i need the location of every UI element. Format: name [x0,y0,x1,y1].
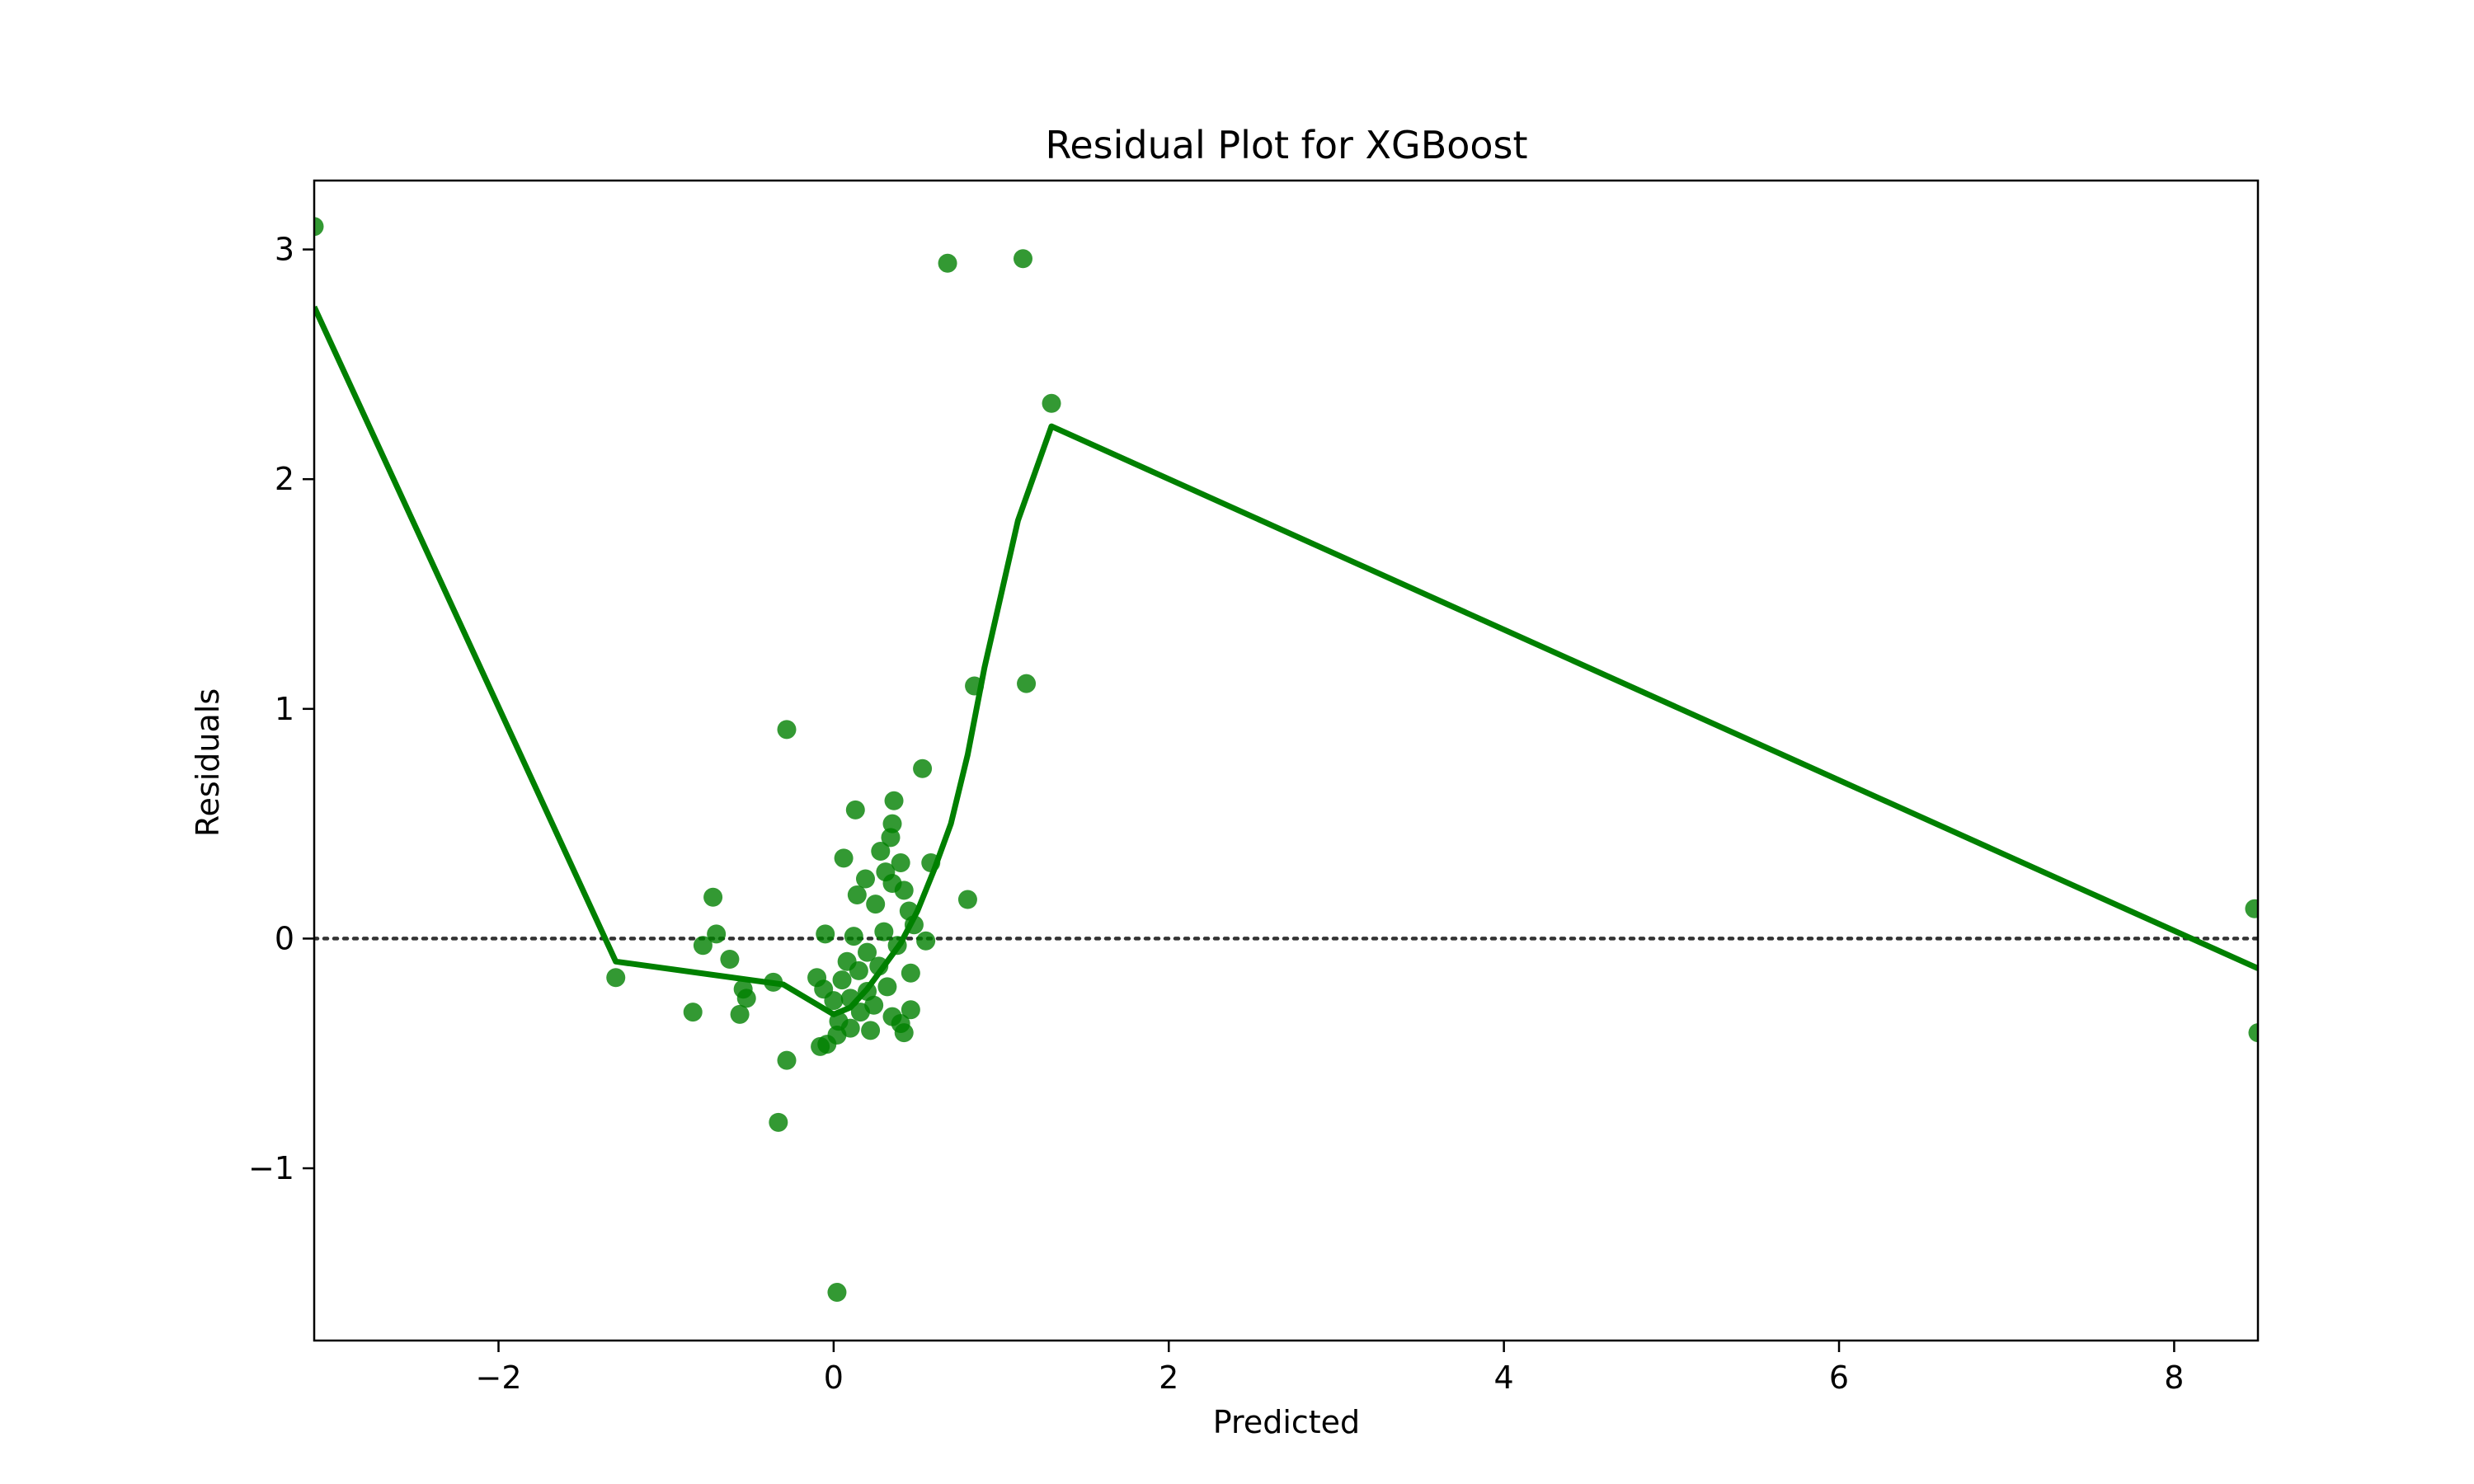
scatter-point [1013,249,1032,269]
x-tick-label: 0 [824,1360,844,1396]
scatter-point [832,970,852,990]
chart-title: Residual Plot for XGBoost [1045,123,1527,167]
scatter-point [844,927,863,946]
scatter-point [847,885,867,904]
scatter-point [827,1282,847,1302]
y-tick-label: −1 [248,1150,294,1186]
scatter-point [891,852,910,872]
scatter-point [884,791,904,810]
scatter-point [816,924,835,944]
scatter-point [834,848,854,868]
scatter-point [707,924,727,944]
scatter-point [855,869,875,889]
x-tick-label: 4 [1494,1360,1514,1396]
scatter-point [916,931,936,951]
scatter-point [693,936,713,956]
scatter-points-layer [314,217,2258,1302]
y-tick-label: 3 [275,232,294,268]
plot-area [314,217,2258,1302]
scatter-point [764,972,783,992]
x-tick-label: 2 [1159,1360,1178,1396]
scatter-point [314,217,324,237]
y-axis: −1 0 1 2 3 [248,232,314,1186]
scatter-point [730,1004,750,1024]
scatter-point [824,991,844,1011]
scatter-point [849,960,868,980]
scatter-point [1017,674,1037,693]
scatter-point [720,950,740,970]
x-axis-label: Predicted [1213,1404,1360,1440]
scatter-point [683,1003,703,1022]
scatter-point [850,1003,870,1022]
scatter-point [882,814,902,834]
x-tick-label: −2 [475,1360,521,1396]
scatter-point [1042,393,1061,413]
scatter-point [811,1036,830,1056]
scatter-point [901,1000,920,1020]
scatter-point [965,676,985,696]
scatter-point [871,842,891,862]
scatter-point [858,942,877,962]
scatter-point [769,1112,788,1132]
scatter-point [938,253,957,273]
x-axis: −2 0 2 4 6 8 [475,1341,2184,1396]
scatter-point [957,890,977,909]
scatter-point [913,758,933,778]
y-tick-label: 1 [275,691,294,727]
x-tick-label: 8 [2164,1360,2184,1396]
scatter-point [869,956,889,976]
scatter-point [606,968,626,988]
scatter-point [736,989,756,1008]
scatter-point [901,963,920,983]
scatter-point [887,936,907,956]
scatter-point [894,881,914,900]
scatter-point [866,895,886,914]
scatter-point [845,800,865,819]
y-axis-label: Residuals [190,688,226,837]
scatter-point [777,1050,797,1070]
y-tick-label: 0 [275,920,294,956]
y-tick-label: 2 [275,461,294,497]
scatter-point [703,887,723,907]
scatter-point [874,922,894,942]
x-tick-label: 6 [1829,1360,1849,1396]
scatter-point [894,1023,914,1043]
scatter-point [861,1021,881,1040]
plot-frame [313,179,2260,1342]
scatter-point [777,720,797,740]
scatter-point [840,989,860,1008]
scatter-point [877,977,897,997]
scatter-point [904,915,924,935]
scatter-point [2245,899,2258,918]
scatter-point [921,852,941,872]
scatter-point [881,828,901,848]
scatter-point [2248,1023,2258,1043]
